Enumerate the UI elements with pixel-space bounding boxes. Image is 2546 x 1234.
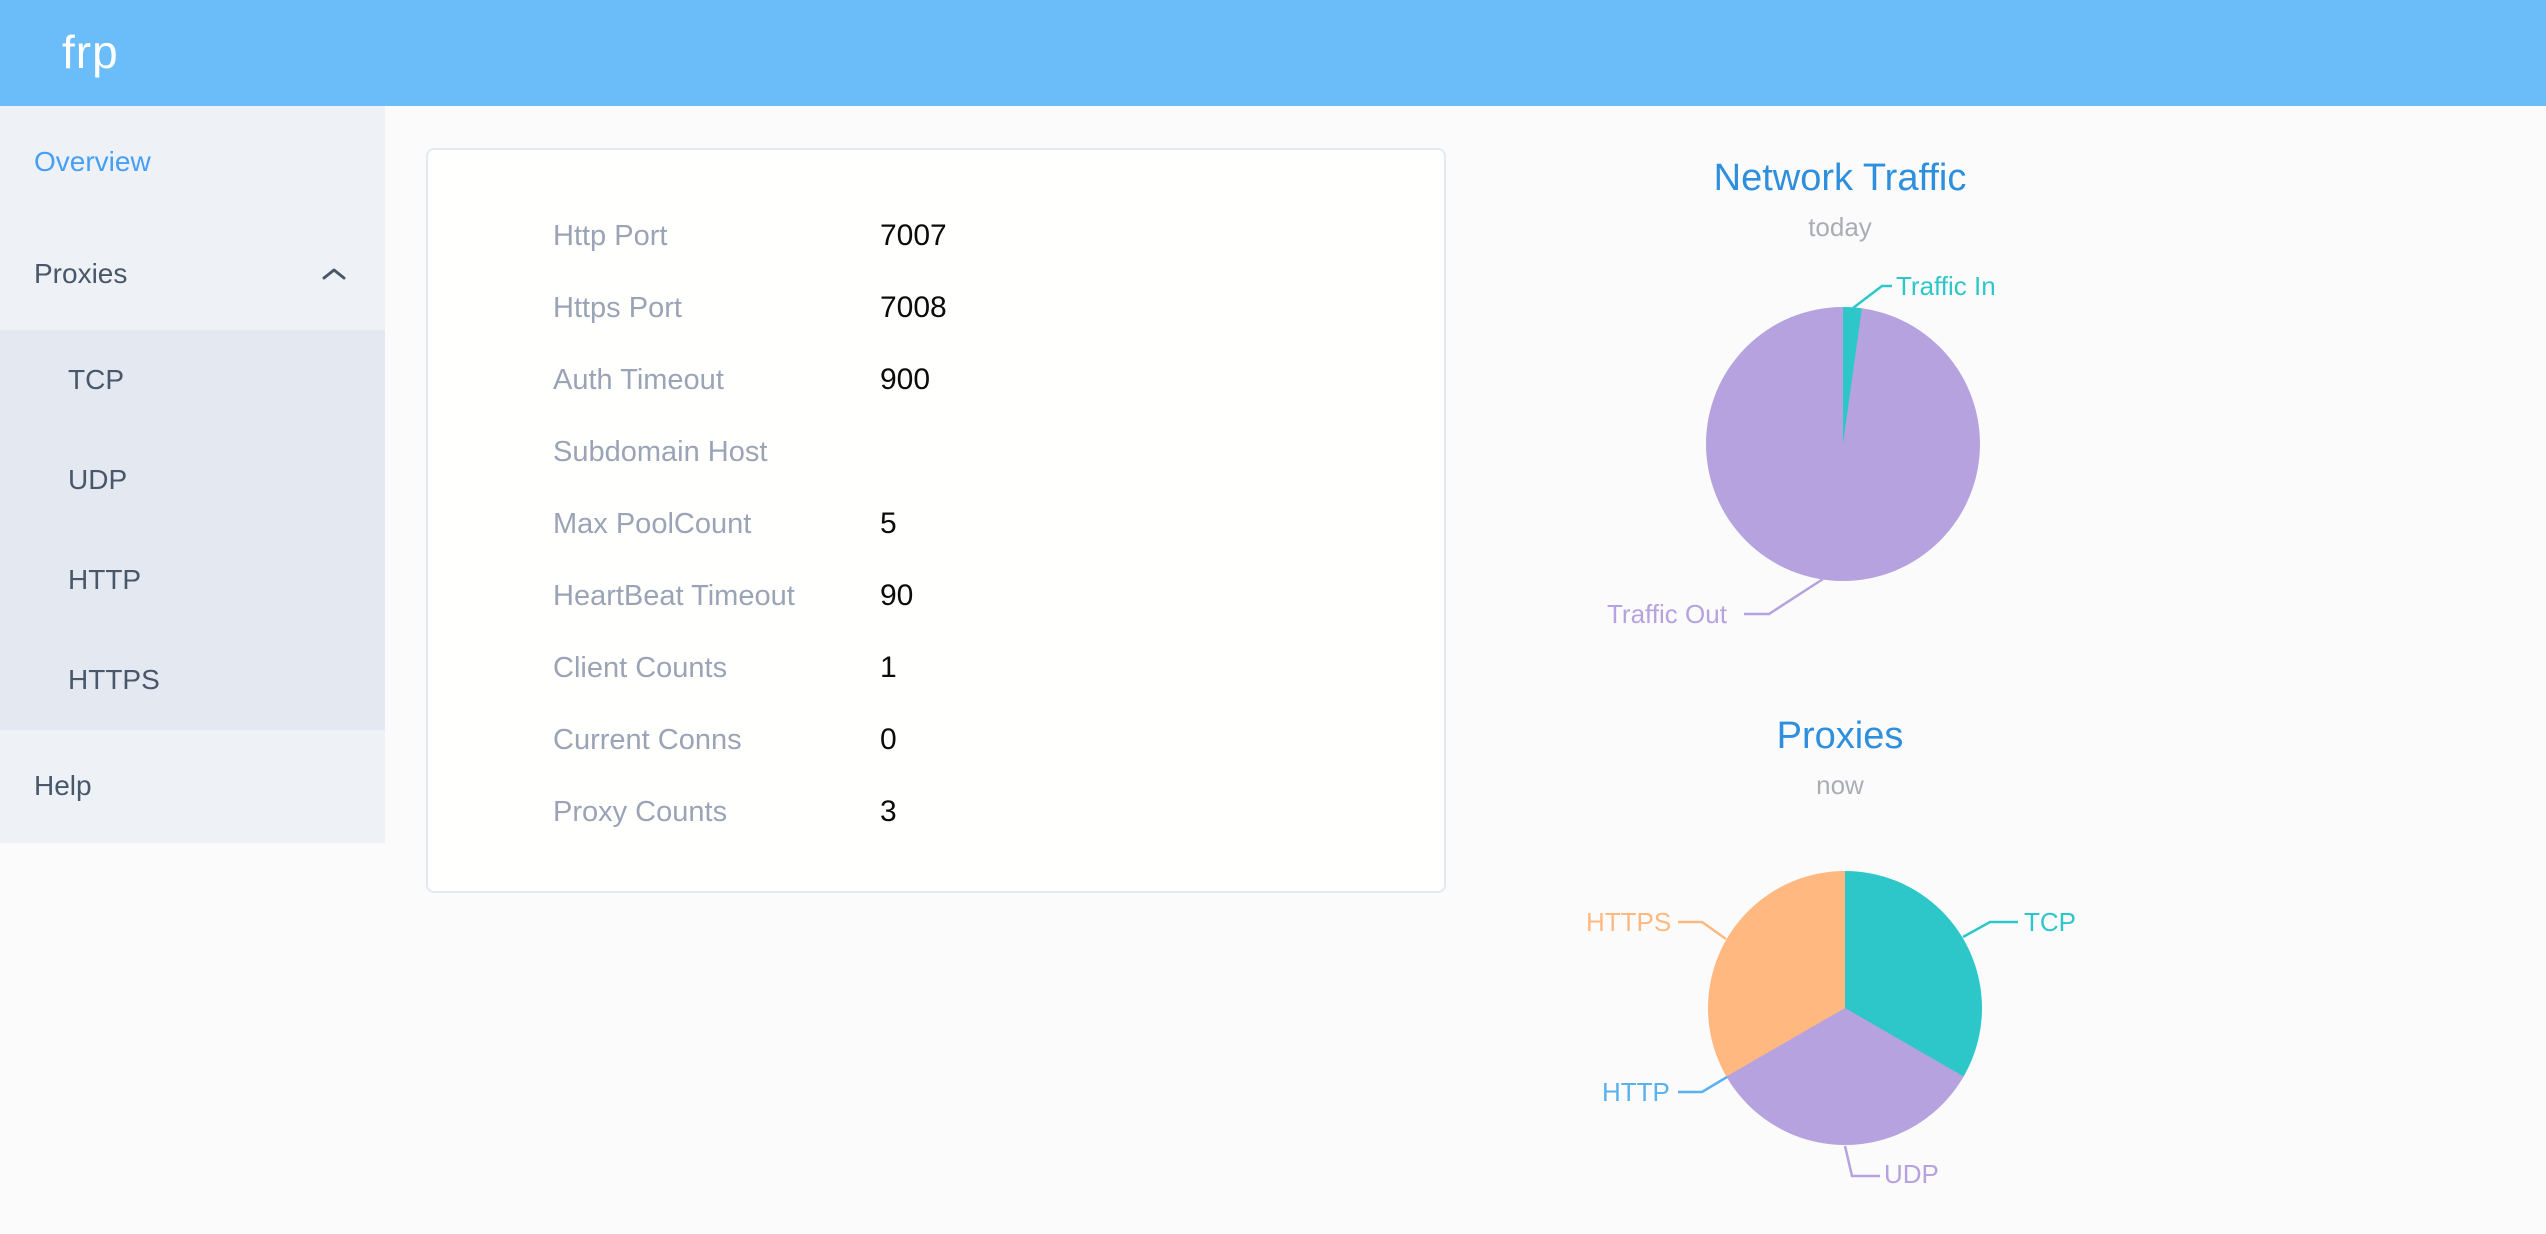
- server-info-label: Subdomain Host: [553, 436, 768, 468]
- network-traffic-subtitle: today: [1808, 212, 1872, 242]
- server-info-value: 900: [880, 363, 931, 396]
- pie-label-traffic-out: Traffic Out: [1607, 599, 1727, 629]
- pie-label-udp: UDP: [1884, 1159, 1939, 1189]
- server-info-label: Max PoolCount: [553, 508, 752, 540]
- server-info-label: Client Counts: [553, 652, 728, 684]
- server-info-label: HeartBeat Timeout: [553, 580, 795, 612]
- server-info-value: 3: [880, 795, 897, 828]
- server-info-label: Https Port: [553, 292, 682, 324]
- sidebar: Overview Proxies TCP UDP HTTP HTTPS Help: [0, 106, 385, 843]
- server-info-panel: Http Port 7007 Https Port 7008 Auth Time…: [426, 148, 1446, 893]
- sidebar-item-overview[interactable]: Overview: [34, 146, 151, 177]
- app-header: frp: [0, 0, 2546, 106]
- server-info-row: Max PoolCount 5: [428, 488, 1444, 560]
- chevron-up-icon[interactable]: [321, 266, 347, 282]
- sidebar-item-help[interactable]: Help: [34, 770, 92, 801]
- server-info-label: Auth Timeout: [553, 364, 724, 396]
- sidebar-item-proxies-label: Proxies: [34, 258, 128, 289]
- sidebar-submenu-proxies: TCP UDP HTTP HTTPS: [0, 330, 385, 730]
- server-info-label: Proxy Counts: [553, 796, 728, 828]
- server-info-row: Proxy Counts 3: [428, 776, 1444, 848]
- server-info-label: Http Port: [553, 220, 668, 252]
- server-info-row: Https Port 7008: [428, 272, 1444, 344]
- network-traffic-title: Network Traffic: [1713, 157, 1967, 199]
- server-info-value: 0: [880, 723, 897, 756]
- proxies-pie[interactable]: [1708, 871, 1982, 1145]
- network-traffic-pie[interactable]: [1706, 307, 1980, 581]
- server-info-row: Auth Timeout 900: [428, 344, 1444, 416]
- proxies-title: Proxies: [1776, 715, 1904, 757]
- server-info-row: Subdomain Host: [428, 416, 1444, 488]
- server-info-row: HeartBeat Timeout 90: [428, 560, 1444, 632]
- server-info-value: 5: [880, 507, 897, 540]
- pie-label-http: HTTP: [1602, 1077, 1670, 1107]
- server-info-label: Current Conns: [553, 724, 742, 756]
- sidebar-item-proxies[interactable]: Proxies: [0, 218, 385, 330]
- sidebar-item-https[interactable]: HTTPS: [68, 664, 160, 695]
- app-logo[interactable]: frp: [62, 26, 119, 78]
- server-info-row: Http Port 7007: [428, 200, 1444, 272]
- pie-label-traffic-in: Traffic In: [1896, 271, 1996, 301]
- server-info-value: 1: [880, 651, 897, 684]
- sidebar-item-http[interactable]: HTTP: [68, 564, 142, 595]
- proxies-subtitle: now: [1816, 770, 1864, 800]
- server-info-value: 7007: [880, 219, 947, 252]
- pie-label-tcp: TCP: [2024, 907, 2076, 937]
- server-info-row: Current Conns 0: [428, 704, 1444, 776]
- server-info-value: 7008: [880, 291, 947, 324]
- server-info-row: Client Counts 1: [428, 632, 1444, 704]
- pie-label-https: HTTPS: [1586, 907, 1672, 937]
- server-info-value: 90: [880, 579, 914, 612]
- sidebar-item-udp[interactable]: UDP: [68, 464, 128, 495]
- sidebar-item-tcp[interactable]: TCP: [68, 364, 124, 395]
